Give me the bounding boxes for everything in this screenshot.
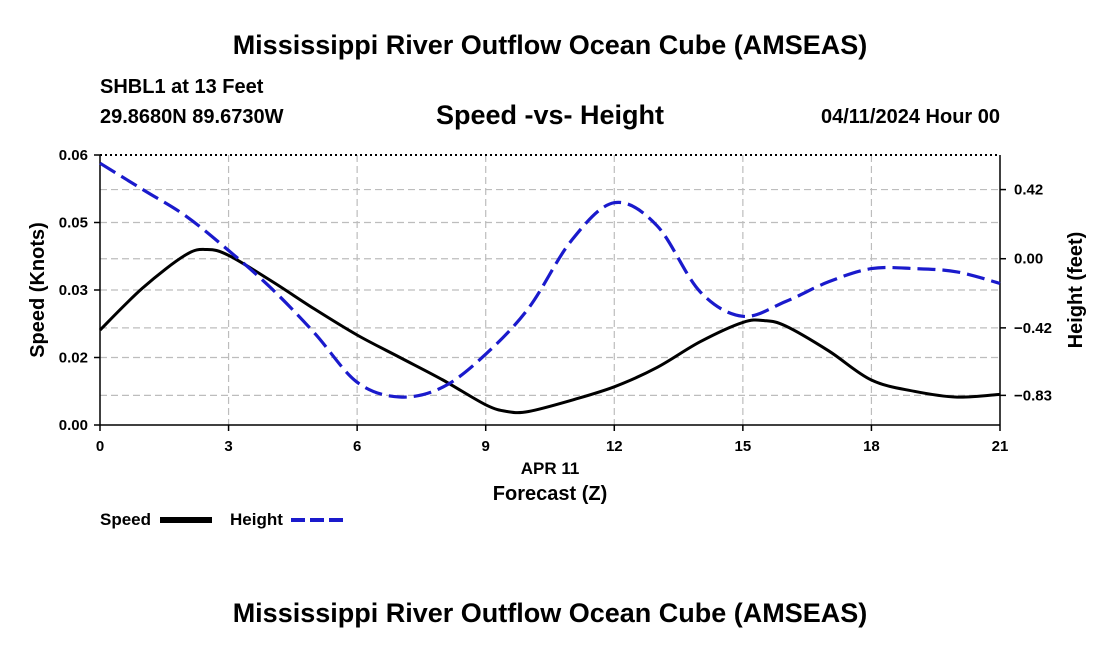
x-tick-label: 18 xyxy=(863,438,880,455)
x-tick-label: 15 xyxy=(735,438,752,455)
x-axis-date-label: APR 11 xyxy=(521,459,580,478)
y-tick-label: 0.02 xyxy=(59,350,88,367)
x-tick-label: 3 xyxy=(224,438,232,455)
x-tick-label: 12 xyxy=(606,438,623,455)
legend-speed-label: Speed xyxy=(100,510,151,529)
height-series-line xyxy=(99,161,1001,399)
y-tick-label: 0.03 xyxy=(59,282,88,299)
y-axis-title: Speed (Knots) xyxy=(27,222,49,358)
x-tick-label: 0 xyxy=(96,438,104,455)
legend-height-label: Height xyxy=(230,510,283,529)
chart-subtitle: Speed -vs- Height xyxy=(435,100,665,130)
main-title: Mississippi River Outflow Ocean Cube (AM… xyxy=(232,30,868,60)
x-axis-title: Forecast (Z) xyxy=(493,483,607,505)
x-tick-label: 9 xyxy=(482,438,490,455)
label-layer: 0 3 6 9 12 15 18 21 0.00 0.02 0.03 0.05 0.06 −0.83 −0.… xyxy=(59,147,1052,455)
series-layer xyxy=(98,161,1001,415)
x-tick-label: 6 xyxy=(353,438,361,455)
y-tick-label: 0.06 xyxy=(59,147,88,164)
bottom-title: Mississippi River Outflow Ocean Cube (AM… xyxy=(232,598,868,628)
axes-layer xyxy=(94,154,1006,431)
y2-axis-title: Height (feet) xyxy=(1065,232,1087,349)
x-tick-label: 21 xyxy=(992,438,1009,455)
station-label: SHBL1 at 13 Feet xyxy=(100,76,264,98)
station-coordinates: 29.8680N 89.6730W xyxy=(100,106,284,128)
grid-layer xyxy=(100,155,1000,425)
speed-series-line xyxy=(98,247,1001,415)
y2-tick-label: 0.42 xyxy=(1014,182,1043,199)
legend: Speed Height xyxy=(100,510,343,529)
y-tick-label: 0.05 xyxy=(59,215,88,232)
forecast-datetime: 04/11/2024 Hour 00 xyxy=(820,106,1000,128)
y2-tick-label: 0.00 xyxy=(1014,251,1043,268)
y2-tick-label: −0.83 xyxy=(1014,387,1052,404)
y-tick-label: 0.00 xyxy=(59,417,88,434)
y2-tick-label: −0.42 xyxy=(1014,320,1052,337)
